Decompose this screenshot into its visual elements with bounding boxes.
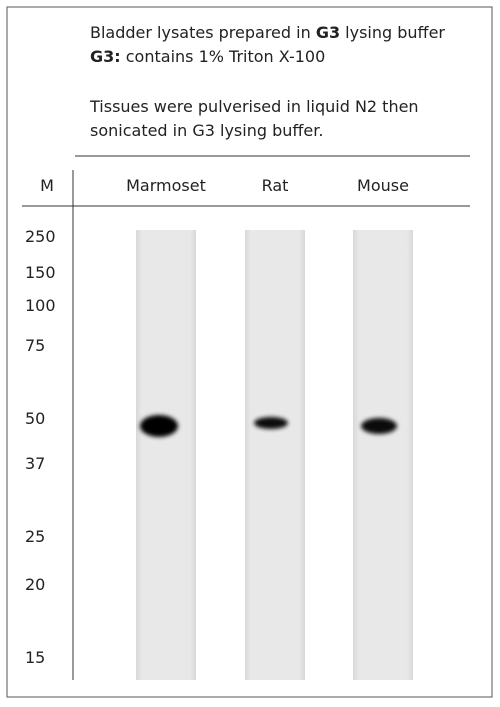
lane xyxy=(136,230,196,680)
frame xyxy=(6,6,493,698)
note-text: Bladder lysates prepared in xyxy=(90,23,316,42)
marker-label: 20 xyxy=(25,575,45,594)
lane-label: Mouse xyxy=(357,176,409,195)
note-text: G3: xyxy=(90,47,121,66)
marker-label: 100 xyxy=(25,296,56,315)
note-text: G3 xyxy=(316,23,340,42)
note-line: Tissues were pulverised in liquid N2 the… xyxy=(89,97,419,116)
lane xyxy=(245,230,305,680)
note-line: sonicated in G3 lysing buffer. xyxy=(90,121,323,140)
marker-label: 25 xyxy=(25,527,45,546)
note-text: sonicated in G3 lysing buffer. xyxy=(90,121,323,140)
band xyxy=(140,415,178,437)
note-text: contains 1% Triton X-100 xyxy=(121,47,326,66)
marker-label: 50 xyxy=(25,409,45,428)
lane-label: Marmoset xyxy=(126,176,206,195)
note-text: Tissues were pulverised in liquid N2 the… xyxy=(89,97,419,116)
band xyxy=(254,417,288,429)
marker-label: 75 xyxy=(25,336,45,355)
marker-label: 150 xyxy=(25,263,56,282)
note-line: Bladder lysates prepared in G3 lysing bu… xyxy=(90,23,445,42)
marker-label: 15 xyxy=(25,648,45,667)
marker-label: 37 xyxy=(25,454,45,473)
marker-header: M xyxy=(40,176,54,195)
marker-label: 250 xyxy=(25,227,56,246)
lane-label: Rat xyxy=(262,176,289,195)
content: Bladder lysates prepared in G3 lysing bu… xyxy=(25,23,445,680)
note-text: lysing buffer xyxy=(340,23,445,42)
lane xyxy=(353,230,413,680)
band xyxy=(361,418,397,434)
note-line: G3: contains 1% Triton X-100 xyxy=(90,47,325,66)
